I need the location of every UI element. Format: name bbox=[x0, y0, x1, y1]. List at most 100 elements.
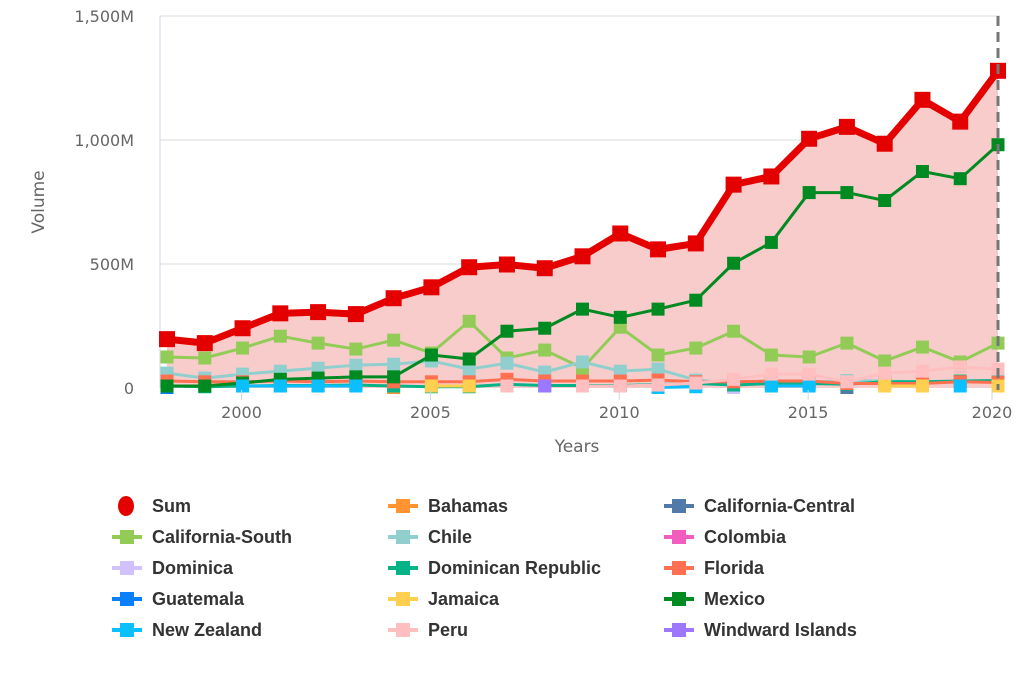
data-point[interactable] bbox=[385, 290, 402, 307]
data-point[interactable] bbox=[651, 362, 665, 376]
data-point[interactable] bbox=[273, 379, 287, 393]
data-point[interactable] bbox=[160, 379, 174, 393]
data-point[interactable] bbox=[500, 324, 514, 338]
data-point[interactable] bbox=[424, 348, 438, 362]
data-point[interactable] bbox=[462, 362, 476, 376]
data-point[interactable] bbox=[349, 379, 363, 393]
data-point[interactable] bbox=[727, 324, 741, 338]
data-point[interactable] bbox=[387, 357, 401, 371]
data-point[interactable] bbox=[159, 331, 175, 348]
data-point[interactable] bbox=[764, 235, 778, 249]
data-point[interactable] bbox=[236, 341, 250, 355]
data-point[interactable] bbox=[576, 355, 589, 369]
data-point[interactable] bbox=[915, 164, 929, 178]
data-point[interactable] bbox=[461, 259, 478, 276]
data-point[interactable] bbox=[198, 351, 212, 365]
data-point[interactable] bbox=[574, 248, 591, 265]
data-point[interactable] bbox=[725, 176, 742, 193]
data-point[interactable] bbox=[538, 321, 552, 335]
data-point[interactable] bbox=[500, 379, 514, 393]
data-point[interactable] bbox=[272, 305, 289, 322]
data-point[interactable] bbox=[613, 310, 627, 324]
data-point[interactable] bbox=[915, 340, 929, 354]
legend-item-colombia[interactable]: Colombia bbox=[662, 525, 930, 549]
data-point[interactable] bbox=[349, 342, 363, 356]
data-point[interactable] bbox=[613, 364, 627, 378]
legend-item-dominican-republic[interactable]: Dominican Republic bbox=[386, 556, 662, 580]
data-point[interactable] bbox=[498, 256, 515, 273]
data-point[interactable] bbox=[423, 279, 440, 296]
legend-item-new-zealand[interactable]: New Zealand bbox=[110, 618, 386, 642]
data-point[interactable] bbox=[764, 348, 778, 362]
legend-item-florida[interactable]: Florida bbox=[662, 556, 930, 580]
data-point[interactable] bbox=[878, 379, 892, 393]
series-windward-islands[interactable] bbox=[538, 379, 552, 393]
data-point[interactable] bbox=[763, 168, 780, 185]
data-point[interactable] bbox=[424, 379, 438, 393]
data-point[interactable] bbox=[953, 379, 967, 393]
data-point[interactable] bbox=[538, 343, 552, 357]
data-point[interactable] bbox=[876, 135, 893, 152]
data-point[interactable] bbox=[802, 350, 816, 364]
data-point[interactable] bbox=[914, 91, 931, 108]
legend-item-windward-islands[interactable]: Windward Islands bbox=[662, 618, 930, 642]
data-point[interactable] bbox=[878, 194, 892, 208]
data-point[interactable] bbox=[651, 348, 665, 362]
data-point[interactable] bbox=[462, 379, 476, 393]
data-point[interactable] bbox=[311, 379, 325, 393]
legend-item-dominica[interactable]: Dominica bbox=[110, 556, 386, 580]
data-point[interactable] bbox=[727, 372, 741, 386]
data-point[interactable] bbox=[651, 378, 665, 392]
data-point[interactable] bbox=[802, 186, 816, 200]
data-point[interactable] bbox=[462, 352, 476, 366]
series-jamaica[interactable] bbox=[424, 379, 1005, 393]
series-peru[interactable] bbox=[500, 360, 1005, 393]
legend-item-california-south[interactable]: California-South bbox=[110, 525, 386, 549]
legend-item-peru[interactable]: Peru bbox=[386, 618, 662, 642]
data-point[interactable] bbox=[689, 293, 703, 307]
data-point[interactable] bbox=[273, 329, 287, 343]
data-point[interactable] bbox=[878, 354, 892, 368]
data-point[interactable] bbox=[613, 320, 627, 334]
data-point[interactable] bbox=[236, 379, 250, 393]
data-point[interactable] bbox=[576, 302, 589, 316]
data-point[interactable] bbox=[915, 379, 929, 393]
legend-item-mexico[interactable]: Mexico bbox=[662, 587, 930, 611]
data-point[interactable] bbox=[840, 375, 854, 389]
data-point[interactable] bbox=[802, 379, 816, 393]
series-mexico[interactable] bbox=[160, 138, 1005, 393]
data-point[interactable] bbox=[500, 356, 514, 370]
data-point[interactable] bbox=[651, 302, 665, 316]
data-point[interactable] bbox=[801, 130, 818, 147]
data-point[interactable] bbox=[689, 376, 703, 390]
data-point[interactable] bbox=[612, 225, 629, 242]
data-point[interactable] bbox=[687, 235, 704, 252]
data-point[interactable] bbox=[311, 336, 325, 350]
data-point[interactable] bbox=[840, 336, 854, 350]
legend-item-jamaica[interactable]: Jamaica bbox=[386, 587, 662, 611]
data-point[interactable] bbox=[689, 341, 703, 355]
data-point[interactable] bbox=[764, 367, 778, 381]
data-point[interactable] bbox=[538, 379, 552, 393]
data-point[interactable] bbox=[310, 304, 327, 321]
legend-item-sum[interactable]: Sum bbox=[110, 494, 386, 518]
data-point[interactable] bbox=[613, 379, 627, 393]
data-point[interactable] bbox=[764, 379, 778, 393]
data-point[interactable] bbox=[838, 118, 855, 135]
legend-item-chile[interactable]: Chile bbox=[386, 525, 662, 549]
data-point[interactable] bbox=[234, 320, 251, 337]
data-point[interactable] bbox=[347, 306, 364, 323]
data-point[interactable] bbox=[915, 364, 929, 378]
data-point[interactable] bbox=[576, 379, 589, 393]
data-point[interactable] bbox=[840, 186, 854, 200]
data-point[interactable] bbox=[953, 172, 967, 186]
data-point[interactable] bbox=[198, 379, 212, 393]
series-sum[interactable] bbox=[159, 62, 1006, 352]
data-point[interactable] bbox=[387, 370, 401, 384]
legend-item-guatemala[interactable]: Guatemala bbox=[110, 587, 386, 611]
data-point[interactable] bbox=[878, 366, 892, 380]
data-point[interactable] bbox=[160, 350, 174, 364]
data-point[interactable] bbox=[953, 360, 967, 374]
legend-item-california-central[interactable]: California-Central bbox=[662, 494, 930, 518]
data-point[interactable] bbox=[462, 314, 476, 328]
